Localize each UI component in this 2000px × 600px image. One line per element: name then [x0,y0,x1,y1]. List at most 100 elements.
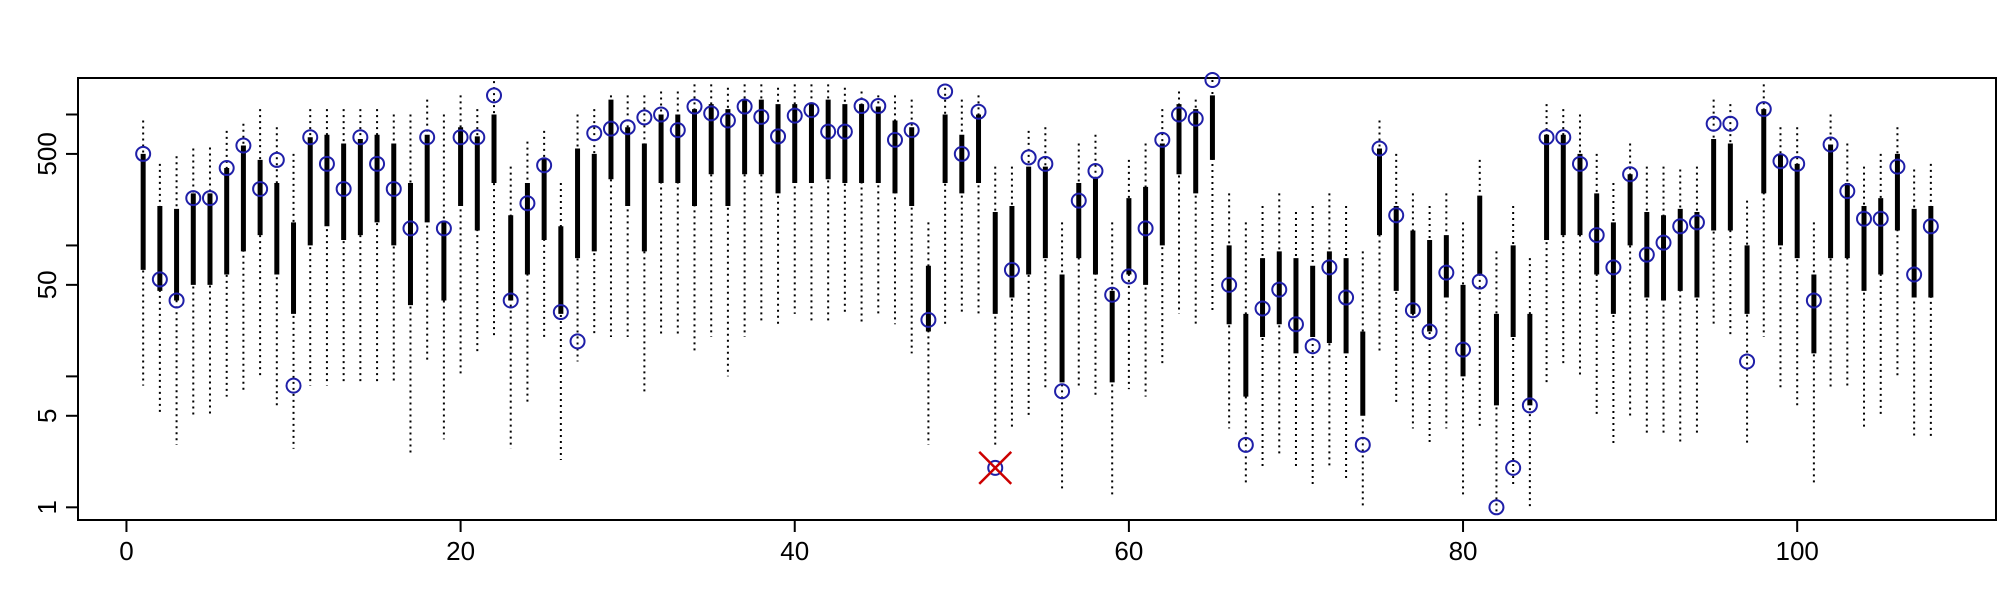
y-tick-label: 50 [32,270,62,299]
data-point [352,129,369,146]
data-point [1120,268,1137,285]
data-point [1070,192,1087,209]
data-point [1237,436,1254,453]
data-point [987,459,1004,476]
data-point [770,128,787,145]
data-point [218,160,235,177]
data-point [1438,264,1455,281]
data-point [1187,110,1204,127]
data-point [536,157,553,174]
data-point [1872,210,1889,227]
x-tick-label: 60 [1114,536,1143,566]
data-point [1087,163,1104,180]
outlier-marker [978,451,1013,485]
data-point [586,125,603,142]
data-point [1455,341,1472,358]
data-point [1688,214,1705,231]
data-marks [135,72,1939,516]
data-point [502,292,519,309]
x-tick-label: 80 [1449,536,1478,566]
data-point [920,311,937,328]
data-point [1154,131,1171,148]
data-point [1755,101,1772,118]
data-point [686,98,703,115]
y-tick-label: 500 [32,132,62,175]
data-point [1672,218,1689,235]
data-point [1204,72,1221,88]
x-tick-label: 0 [119,536,133,566]
data-point [1287,316,1304,333]
data-point [1822,136,1839,153]
data-point [753,108,770,125]
data-point [786,107,803,124]
data-point [1922,218,1939,235]
data-point [1889,158,1906,175]
data-point [1605,259,1622,276]
data-point [1321,259,1338,276]
data-point [1404,302,1421,319]
data-point [1371,140,1388,157]
data-point [1538,129,1555,146]
data-point [903,122,920,139]
data-point [653,106,670,123]
plot-frame [77,77,1997,521]
data-point [1739,353,1756,370]
data-point [1471,273,1488,290]
data-point [1304,338,1321,355]
data-point [1104,286,1121,303]
data-point [385,180,402,197]
data-point [970,103,987,120]
data-point [235,137,252,154]
data-point [1488,499,1505,516]
data-point [1254,300,1271,317]
data-point [1054,383,1071,400]
y-axis: 1 5 50 500 [32,113,78,515]
data-point [1003,261,1020,278]
data-point [369,155,386,172]
data-point [1338,289,1355,306]
data-point [1271,281,1288,298]
data-point [135,145,152,162]
data-point [1571,155,1588,172]
data-point [552,304,569,321]
data-point [1388,207,1405,224]
data-point [1221,276,1238,293]
data-point [318,155,335,172]
data-point [402,220,419,237]
data-point [953,145,970,162]
data-point [870,98,887,115]
data-point [185,190,202,207]
data-point [1839,183,1856,200]
data-point [151,271,168,288]
data-point [1354,436,1371,453]
data-point [836,123,853,140]
data-point [669,122,686,139]
x-axis: 0 20 40 60 80 100 [119,520,1819,566]
data-point [419,129,436,146]
data-point [719,112,736,129]
data-point [1505,459,1522,476]
data-point [569,333,586,350]
x-tick-label: 20 [446,536,475,566]
data-point [736,98,753,115]
data-point [1705,115,1722,132]
data-point [486,87,503,104]
data-point [853,98,870,115]
y-tick-label: 5 [32,409,62,423]
data-point [452,129,469,146]
data-point [1020,149,1037,166]
x-tick-label: 100 [1775,536,1818,566]
data-point [1555,129,1572,146]
y-tick-label: 1 [32,500,62,514]
data-point [1772,153,1789,170]
data-point [619,119,636,136]
data-point [1421,323,1438,340]
data-point [1622,166,1639,183]
data-point [252,180,269,197]
data-point [268,151,285,168]
data-point [1789,155,1806,172]
data-point [302,129,319,146]
data-point [335,180,352,197]
data-point [1722,115,1739,132]
